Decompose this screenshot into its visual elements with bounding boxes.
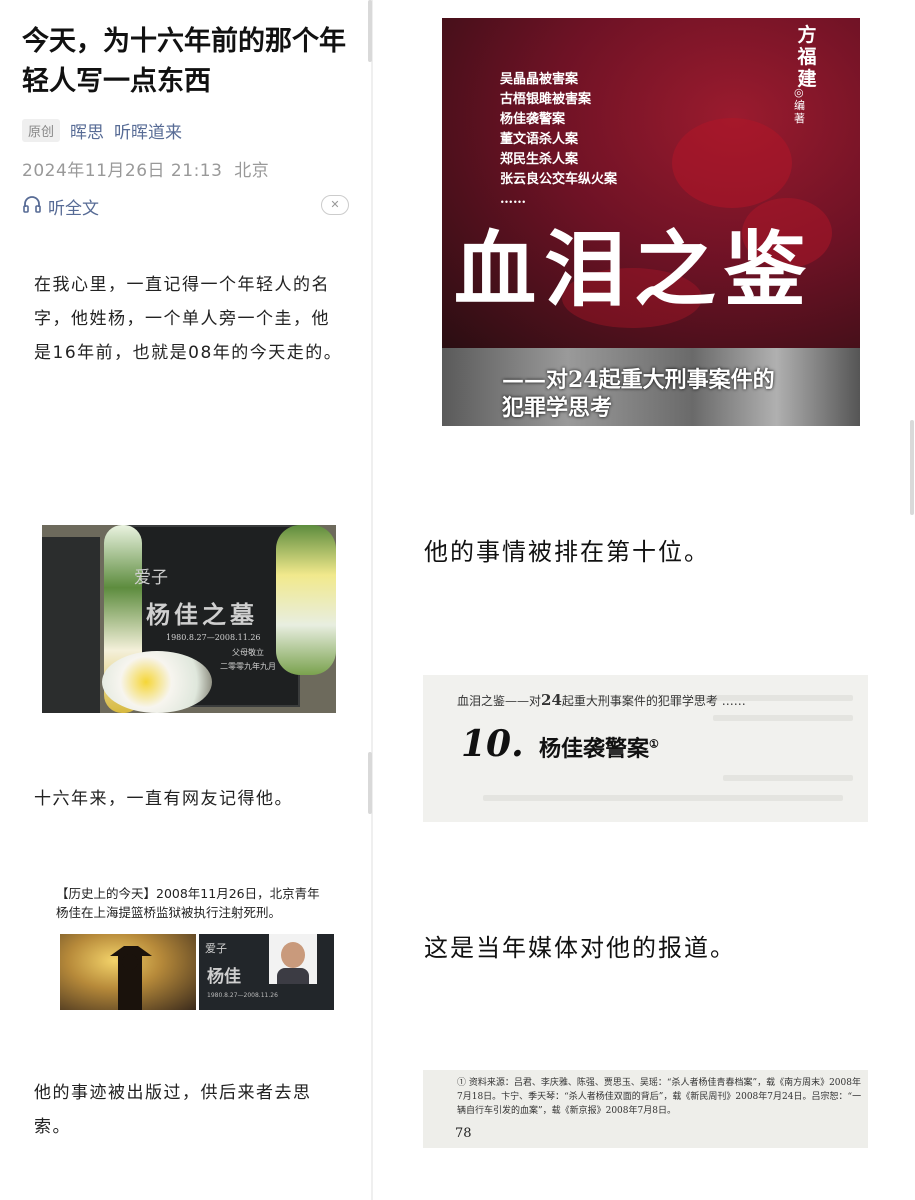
flower-bouquet: [102, 651, 212, 713]
book-cover: 吴晶晶被害案 古梧银雎被害案 杨佳袭警案 董文语杀人案 郑民生杀人案 张云良公交…: [442, 18, 860, 426]
tomb-line2: 父母敬立: [232, 648, 264, 657]
cover-subtitle-line1: ——对24起重大刑事案件的: [502, 367, 775, 393]
cover-case-item: 古梧银雎被害案: [500, 92, 592, 107]
header-suffix: 起重大刑事案件的犯罪学思考 ……: [561, 694, 746, 708]
tomb-photo: 爱子 杨佳之墓 1980.8.27—2008.11.26 父母敬立 二零零九年九…: [42, 525, 336, 713]
ghost-text-line: [713, 715, 853, 721]
article-meta: 原创 晖思 听晖道来: [22, 118, 182, 143]
cover-case-item: ……: [500, 192, 526, 207]
blood-splash: [672, 118, 792, 208]
page-running-header: 血泪之鉴——对24起重大刑事案件的犯罪学思考 ……: [457, 691, 746, 709]
portrait-photo: [269, 934, 317, 984]
cover-title: 血泪之鉴: [454, 222, 815, 318]
ghost-text-line: [693, 695, 853, 701]
tomb-line3: 二零零九年九月: [220, 662, 276, 671]
silhouette-figure-icon: [110, 946, 152, 1010]
cover-subtitle: ——对24起重大刑事案件的 犯罪学思考: [502, 366, 775, 422]
account-link[interactable]: 听晖道来: [114, 123, 183, 143]
footnote-photo: ① 资料来源：吕君、李庆雅、陈强、贾思玉、吴瑶：“杀人者杨佳青春档案”，载《南方…: [423, 1070, 868, 1148]
footnote-text: ① 资料来源：吕君、李庆雅、陈强、贾思玉、吴瑶：“杀人者杨佳青春档案”，载《南方…: [457, 1078, 862, 1116]
article-title: 今天，为十六年前的那个年轻人写一点东西: [22, 26, 346, 97]
cover-case-item: 杨佳袭警案: [500, 112, 566, 127]
paragraph-3: 他的事迹被出版过，供后来者去思索。: [34, 1083, 312, 1137]
right-paragraph-1: 他的事情被排在第十位。: [424, 538, 710, 566]
cover-case-item: 吴晶晶被害案: [500, 72, 579, 87]
header-prefix: 血泪之鉴——对: [457, 694, 542, 708]
news-tomb-label: 爱子: [205, 942, 227, 955]
cover-case-item: 董文语杀人案: [500, 132, 579, 147]
cover-photo-strip: [442, 348, 860, 426]
cover-case-item: 张云良公交车纵火案: [500, 172, 618, 187]
case-title: 杨佳袭警案①: [539, 731, 659, 763]
paragraph-1: 在我心里，一直记得一个年轻人的名字，他姓杨，一个单人旁一个圭，他是16年前，也就…: [34, 275, 343, 363]
case-title-text: 杨佳袭警案: [539, 736, 650, 762]
footnote-marker: ①: [649, 737, 659, 751]
scroll-indicator[interactable]: [368, 752, 372, 814]
scroll-indicator[interactable]: [368, 0, 372, 62]
blood-splash: [742, 198, 832, 268]
listen-label: 听全文: [48, 199, 99, 219]
publish-info: 2024年11月26日 21:13 北京: [22, 156, 269, 181]
cover-subtitle-line2: 犯罪学思考: [502, 395, 613, 421]
news-image-tomb: 爱子 杨佳 1980.8.27—2008.11.26: [199, 934, 334, 1010]
cover-case-list: 吴晶晶被害案 古梧银雎被害案 杨佳袭警案 董文语杀人案 郑民生杀人案 张云良公交…: [500, 70, 617, 210]
news-snippet: 【历史上的今天】2008年11月26日，北京青年杨佳在上海提篮桥监狱被执行注射死…: [42, 876, 336, 1016]
tomb-name: 杨佳之墓: [146, 600, 258, 629]
publish-location: 北京: [234, 161, 270, 181]
news-image-silhouette: [60, 934, 196, 1010]
cover-case-item: 郑民生杀人案: [500, 152, 579, 167]
ghost-text-line: [483, 795, 843, 801]
original-badge: 原创: [22, 119, 61, 142]
book-page-photo: 血泪之鉴——对24起重大刑事案件的犯罪学思考 …… 10. 杨佳袭警案①: [423, 675, 868, 822]
scroll-indicator[interactable]: [910, 420, 914, 515]
cover-author: 方福建: [797, 24, 817, 90]
cover-editor: ◎编著: [794, 86, 805, 125]
publish-date: 2024年11月26日 21:13: [22, 161, 223, 181]
news-tomb-dates: 1980.8.27—2008.11.26: [207, 992, 278, 999]
right-paragraph-2: 这是当年媒体对他的报道。: [424, 934, 736, 962]
headphones-icon: [22, 195, 42, 218]
flower-wreath: [276, 525, 336, 675]
tomb-side-stone: [42, 537, 100, 713]
case-number: 10.: [461, 723, 524, 765]
news-tomb-name: 杨佳: [207, 967, 241, 987]
listen-button[interactable]: 听全文: [22, 194, 99, 219]
tomb-label: 爱子: [134, 568, 168, 588]
close-listen-button[interactable]: ✕: [321, 195, 349, 215]
cover-background: [442, 18, 860, 348]
page-number: 78: [455, 1126, 472, 1141]
news-text: 【历史上的今天】2008年11月26日，北京青年杨佳在上海提篮桥监狱被执行注射死…: [56, 886, 320, 920]
tomb-dates: 1980.8.27—2008.11.26: [166, 633, 261, 642]
header-number: 24: [541, 691, 562, 709]
column-divider: [371, 0, 373, 1200]
blood-splash: [562, 268, 702, 328]
paragraph-2: 十六年来，一直有网友记得他。: [34, 789, 293, 809]
ghost-text-line: [723, 775, 853, 781]
author-link[interactable]: 晖思: [70, 123, 105, 143]
